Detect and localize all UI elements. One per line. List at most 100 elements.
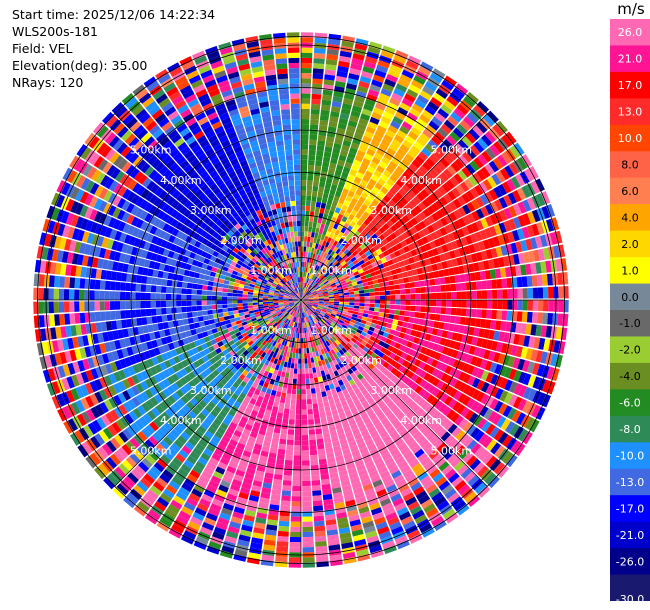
velocity-gate — [371, 342, 379, 349]
velocity-gate — [474, 403, 485, 415]
velocity-gate — [135, 283, 142, 292]
velocity-gate — [236, 496, 248, 505]
velocity-gate — [304, 277, 307, 283]
velocity-gate — [430, 359, 439, 368]
velocity-gate — [254, 388, 261, 396]
velocity-gate — [242, 369, 249, 377]
velocity-gate — [384, 439, 395, 448]
velocity-gate — [143, 493, 156, 505]
velocity-gate — [503, 366, 512, 379]
velocity-gate — [448, 323, 455, 332]
velocity-gate — [294, 435, 301, 441]
velocity-gate — [418, 179, 428, 189]
velocity-gate — [278, 300, 284, 302]
velocity-gate — [156, 521, 170, 532]
velocity-gate — [334, 85, 345, 93]
velocity-gate — [283, 361, 288, 368]
velocity-gate — [273, 478, 283, 486]
velocity-gate — [503, 220, 512, 232]
velocity-gate — [426, 357, 434, 366]
velocity-gate — [184, 343, 192, 351]
velocity-gate — [473, 141, 485, 153]
velocity-gate — [266, 519, 278, 526]
velocity-gate — [341, 541, 354, 550]
velocity-gate — [385, 165, 395, 174]
velocity-gate — [253, 322, 260, 327]
velocity-gate — [358, 250, 365, 257]
velocity-gate — [326, 333, 332, 340]
velocity-gate — [386, 219, 394, 228]
velocity-gate — [404, 116, 416, 127]
velocity-gate — [191, 407, 201, 416]
velocity-gate — [446, 300, 452, 307]
velocity-gate — [369, 296, 375, 300]
velocity-gate — [323, 347, 328, 354]
velocity-gate — [284, 304, 290, 307]
velocity-gate — [201, 355, 210, 363]
velocity-gate — [351, 394, 359, 402]
velocity-gate — [79, 347, 87, 359]
velocity-gate — [139, 334, 146, 343]
velocity-gate — [263, 414, 270, 421]
velocity-gate — [418, 410, 428, 421]
velocity-gate — [240, 416, 249, 424]
velocity-gate — [301, 363, 305, 369]
velocity-gate — [264, 310, 271, 314]
velocity-gate — [377, 59, 390, 69]
velocity-gate — [488, 329, 495, 340]
velocity-gate — [354, 491, 365, 500]
velocity-gate — [231, 374, 239, 382]
velocity-gate — [449, 275, 456, 284]
velocity-gate — [229, 318, 236, 323]
velocity-gate — [279, 314, 284, 319]
velocity-gate — [292, 311, 296, 316]
velocity-gate — [349, 519, 362, 527]
velocity-gate — [394, 330, 401, 337]
velocity-gate — [397, 357, 405, 365]
velocity-gate — [382, 434, 392, 444]
velocity-gate — [54, 236, 62, 249]
velocity-gate — [254, 324, 261, 330]
velocity-gate — [344, 161, 353, 169]
velocity-gate — [132, 364, 141, 374]
velocity-gate — [328, 399, 335, 406]
velocity-gate — [170, 442, 181, 453]
velocity-gate — [443, 322, 450, 331]
velocity-gate — [311, 485, 321, 491]
velocity-gate — [307, 285, 312, 290]
velocity-gate — [470, 355, 479, 366]
velocity-gate — [255, 315, 262, 320]
velocity-gate — [202, 396, 211, 405]
velocity-gate — [103, 249, 112, 260]
velocity-gate — [490, 374, 499, 385]
velocity-gate — [206, 443, 216, 453]
velocity-gate — [395, 325, 402, 332]
velocity-gate — [364, 324, 371, 330]
velocity-gate — [307, 231, 312, 237]
velocity-gate — [313, 302, 319, 305]
velocity-gate — [227, 288, 233, 293]
velocity-gate — [291, 304, 296, 309]
velocity-gate — [376, 344, 383, 351]
velocity-gate — [314, 317, 319, 323]
velocity-gate — [430, 202, 440, 212]
velocity-gate — [373, 244, 380, 251]
velocity-gate — [388, 160, 398, 170]
velocity-gate — [302, 322, 304, 329]
velocity-gate — [98, 247, 107, 259]
velocity-gate — [347, 368, 354, 375]
velocity-gate — [360, 349, 367, 356]
velocity-gate — [133, 256, 141, 266]
velocity-gate — [478, 433, 489, 445]
velocity-gate — [532, 249, 541, 262]
velocity-gate — [279, 376, 285, 383]
velocity-gate — [301, 389, 306, 395]
velocity-gate — [317, 273, 322, 279]
velocity-gate — [530, 349, 538, 362]
velocity-gate — [332, 341, 338, 348]
velocity-gate — [330, 349, 336, 356]
velocity-gate — [301, 292, 303, 298]
velocity-gate — [315, 286, 321, 291]
velocity-gate — [216, 401, 225, 410]
velocity-gate — [439, 393, 449, 403]
